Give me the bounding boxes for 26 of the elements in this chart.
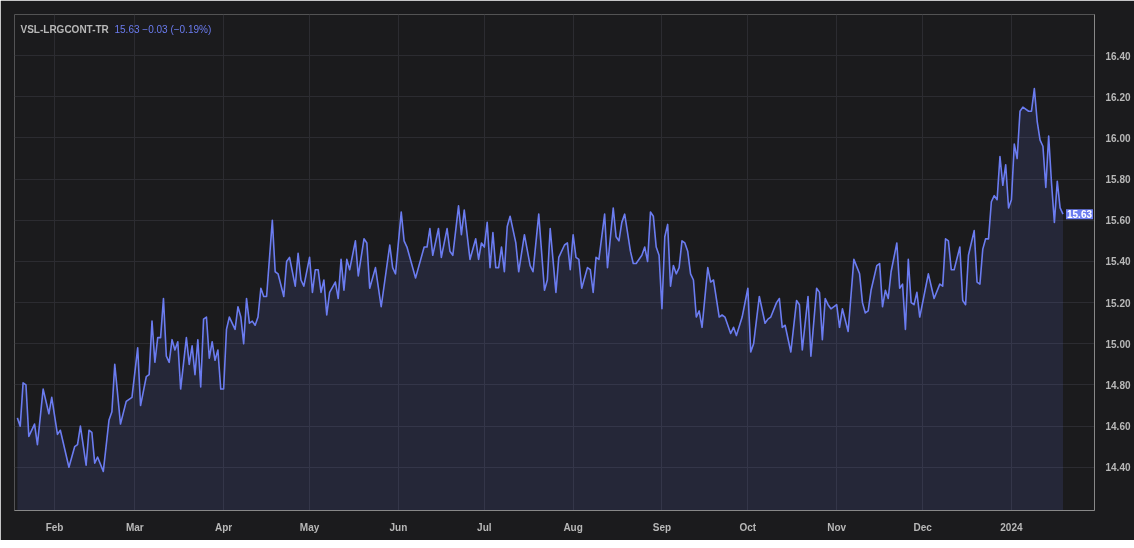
y-tick-label: 15.40 [1105, 256, 1131, 268]
x-tick-label: Jun [389, 521, 408, 533]
y-tick-label: 16.00 [1105, 132, 1131, 144]
x-tick-label: May [299, 521, 320, 533]
y-tick-label: 16.20 [1105, 91, 1131, 103]
x-tick-label: Oct [739, 521, 757, 533]
x-tick-label: 2024 [1000, 521, 1023, 533]
x-tick-label: Mar [125, 521, 144, 533]
x-tick-label: Aug [563, 521, 583, 533]
x-tick-label: Jul [477, 521, 492, 533]
x-tick-label: Apr [215, 521, 233, 533]
x-tick-label: Sep [652, 521, 672, 533]
y-tick-label: 16.40 [1105, 50, 1131, 62]
y-tick-label: 15.60 [1105, 215, 1131, 227]
x-tick-label: Feb [45, 521, 64, 533]
y-tick-label: 14.80 [1105, 379, 1131, 391]
y-tick-label: 14.60 [1105, 421, 1131, 433]
y-tick-label: 15.20 [1105, 297, 1131, 309]
annotation: 15.63 [1066, 209, 1093, 221]
y-tick-label: 15.80 [1105, 174, 1131, 186]
text: 15.63 −0.03 (−0.19%) [114, 23, 212, 35]
x-tick-label: Nov [827, 521, 847, 533]
y-tick-label: 14.40 [1105, 462, 1131, 474]
x-tick-label: Dec [913, 521, 933, 533]
text: VSL-LRGCONT-TR [20, 23, 110, 35]
y-tick-label: 15.00 [1105, 338, 1131, 350]
